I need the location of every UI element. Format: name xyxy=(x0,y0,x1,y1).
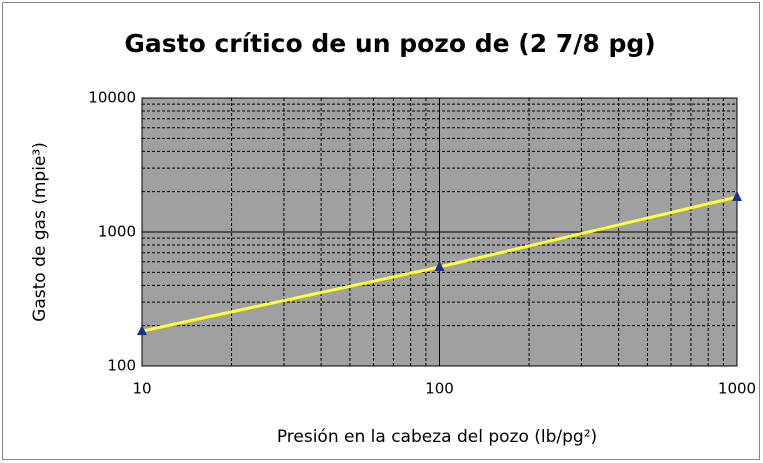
x-axis-label: Presión en la cabeza del pozo (lb/pg²) xyxy=(277,427,597,447)
x-tick-label: 10 xyxy=(132,380,151,398)
data-point xyxy=(434,261,445,272)
x-tick-label: 100 xyxy=(425,380,454,398)
y-tick-label: 10000 xyxy=(88,89,136,107)
y-tick-label: 1000 xyxy=(98,223,136,241)
plot-frame xyxy=(141,97,738,367)
chart-title: Gasto crítico de un pozo de (2 7/8 pg) xyxy=(124,29,655,58)
x-tick-label: 1000 xyxy=(718,380,756,398)
data-point xyxy=(732,190,742,201)
data-point xyxy=(137,325,147,336)
y-axis-label: Gasto de gas (mpie³) xyxy=(30,142,50,322)
y-tick-label: 100 xyxy=(107,357,136,375)
